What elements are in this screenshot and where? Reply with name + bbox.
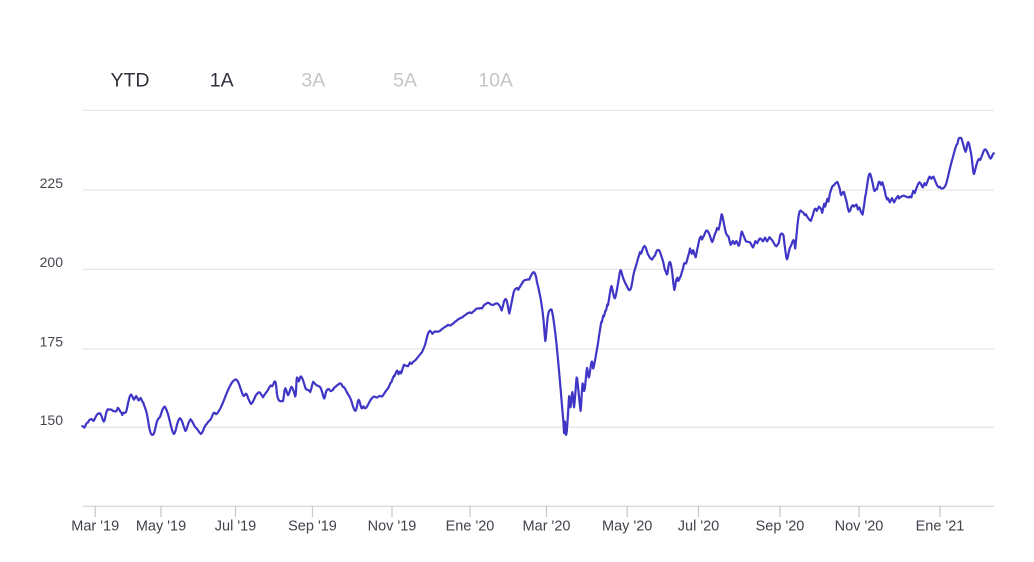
svg-text:Mar '20: Mar '20: [523, 519, 571, 535]
svg-text:Sep '19: Sep '19: [288, 519, 337, 535]
svg-text:Ene '20: Ene '20: [446, 519, 495, 535]
svg-text:1A: 1A: [210, 70, 234, 92]
svg-text:May '19: May '19: [136, 519, 186, 535]
svg-text:200: 200: [40, 254, 64, 270]
svg-text:Jul '20: Jul '20: [678, 519, 719, 535]
svg-text:Ene '21: Ene '21: [916, 519, 965, 535]
svg-text:5A: 5A: [393, 70, 417, 92]
svg-text:3A: 3A: [301, 70, 325, 92]
svg-text:May '20: May '20: [602, 519, 652, 535]
svg-text:10A: 10A: [478, 70, 513, 92]
svg-text:Sep '20: Sep '20: [756, 519, 805, 535]
svg-text:225: 225: [40, 175, 64, 191]
svg-text:150: 150: [40, 412, 64, 428]
svg-text:YTD: YTD: [111, 70, 150, 92]
svg-text:Nov '19: Nov '19: [368, 519, 417, 535]
svg-text:Jul '19: Jul '19: [215, 519, 256, 535]
svg-text:Mar '19: Mar '19: [71, 519, 119, 535]
svg-text:Nov '20: Nov '20: [835, 519, 884, 535]
svg-text:175: 175: [40, 334, 64, 350]
